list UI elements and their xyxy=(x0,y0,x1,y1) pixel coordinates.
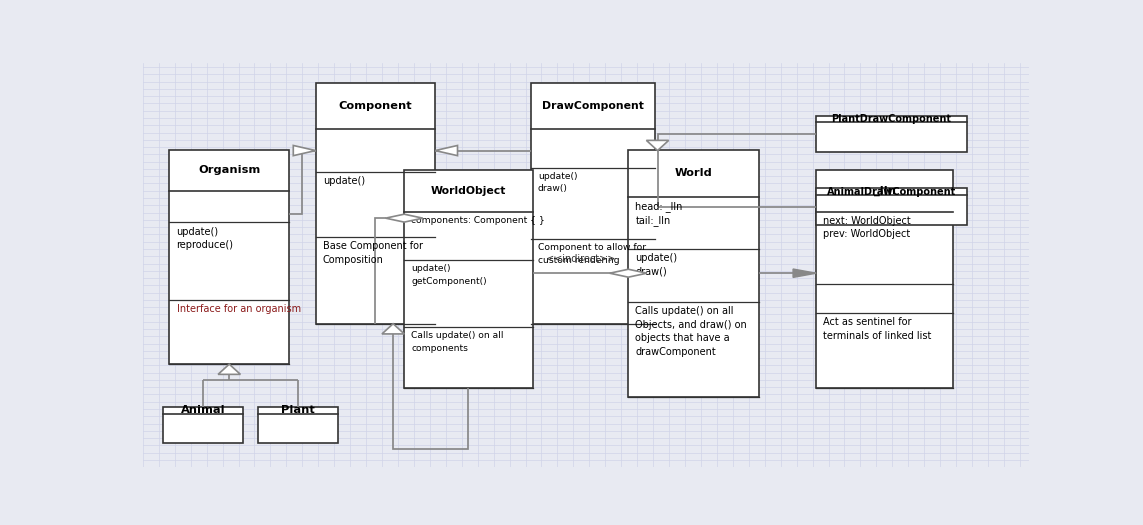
Polygon shape xyxy=(435,145,457,155)
Bar xyxy=(530,83,655,324)
Text: update()
draw(): update() draw() xyxy=(538,172,577,193)
Bar xyxy=(816,170,953,388)
Text: Organism: Organism xyxy=(198,165,261,175)
Text: Component to allow for
custom rendering: Component to allow for custom rendering xyxy=(538,244,646,265)
Bar xyxy=(629,150,759,396)
Text: Calls update() on all
Objects, and draw() on
objects that have a
drawComponent: Calls update() on all Objects, and draw(… xyxy=(636,306,748,356)
Text: DrawComponent: DrawComponent xyxy=(542,101,644,111)
Polygon shape xyxy=(793,269,816,277)
Text: Component: Component xyxy=(338,101,413,111)
Bar xyxy=(258,406,338,443)
Text: Calls update() on all
components: Calls update() on all components xyxy=(411,331,504,353)
Text: Base Component for
Composition: Base Component for Composition xyxy=(322,241,423,265)
Text: components: Component { }: components: Component { } xyxy=(411,216,545,225)
Bar xyxy=(816,188,967,225)
Text: update()
getComponent(): update() getComponent() xyxy=(411,265,487,286)
Text: _lln: _lln xyxy=(873,186,896,196)
Text: PlantDrawComponent: PlantDrawComponent xyxy=(831,114,951,124)
Text: AnimalDrawComponent: AnimalDrawComponent xyxy=(826,187,956,197)
Text: Animal: Animal xyxy=(181,405,225,415)
Polygon shape xyxy=(294,145,315,155)
Bar xyxy=(169,150,289,364)
Text: Plant: Plant xyxy=(281,405,314,415)
Text: update()
draw(): update() draw() xyxy=(636,254,678,277)
Text: Act as sentinel for
terminals of linked list: Act as sentinel for terminals of linked … xyxy=(823,317,932,341)
Text: WorldObject: WorldObject xyxy=(431,186,506,196)
Polygon shape xyxy=(385,214,423,222)
Text: Interface for an organism: Interface for an organism xyxy=(176,304,301,314)
Bar xyxy=(315,83,435,324)
Text: World: World xyxy=(676,169,713,178)
Polygon shape xyxy=(609,269,647,277)
Text: update(): update() xyxy=(322,176,365,186)
Polygon shape xyxy=(382,324,405,334)
Text: head: _lln
tail:_lln: head: _lln tail:_lln xyxy=(636,201,682,226)
Text: update()
reproduce(): update() reproduce() xyxy=(176,227,233,250)
Text: <<indirect>>: <<indirect>> xyxy=(546,254,615,264)
Polygon shape xyxy=(647,140,669,151)
Bar xyxy=(816,116,967,152)
Polygon shape xyxy=(218,364,240,374)
Bar xyxy=(405,170,533,388)
Bar xyxy=(163,406,243,443)
Text: next: WorldObject
prev: WorldObject: next: WorldObject prev: WorldObject xyxy=(823,216,911,239)
